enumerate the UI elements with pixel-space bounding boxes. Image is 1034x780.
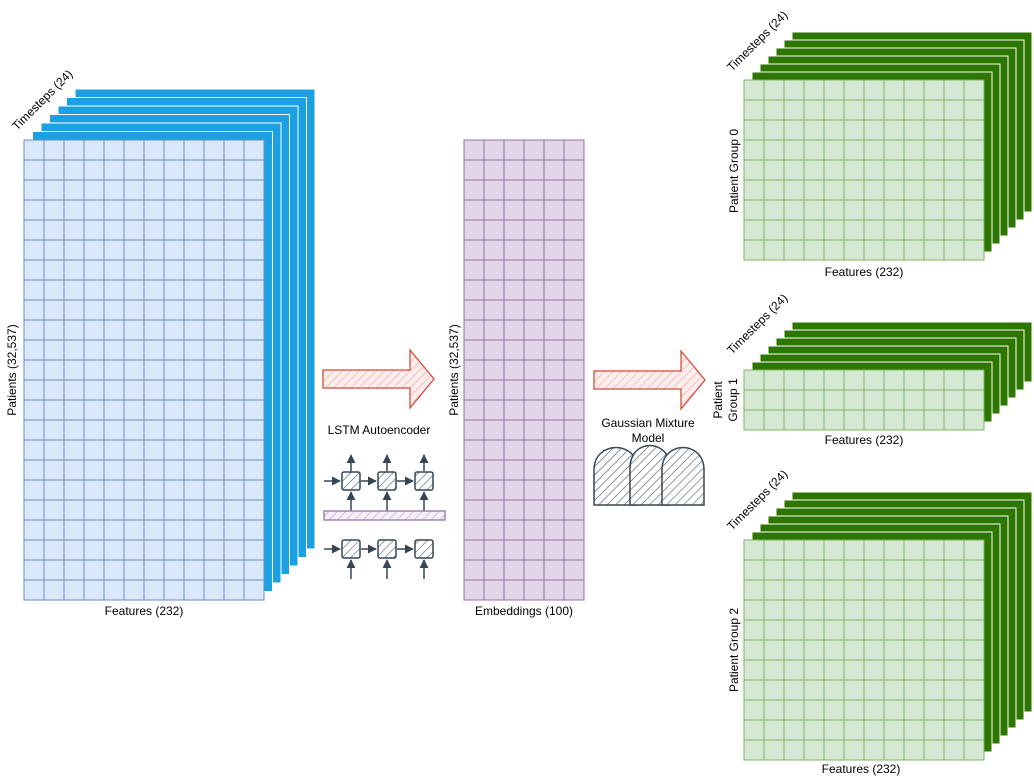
patient-group-0: Timesteps (24) Patient Group 0 Features … — [724, 8, 1033, 279]
lstm-cell — [377, 471, 397, 491]
lstm-cell — [414, 539, 434, 559]
cluster-arrow — [593, 349, 706, 411]
lstm-autoencoder-label: LSTM Autoencoder — [328, 423, 431, 437]
group-1-feature-grid — [743, 369, 985, 431]
gaussian-bells-icon — [593, 444, 705, 506]
group-1-name-line2: Group 1 — [726, 378, 740, 422]
input-feature-grid — [23, 139, 265, 601]
group-2-name-label: Patient Group 2 — [727, 608, 741, 692]
group-0-name-label: Patient Group 0 — [727, 129, 741, 213]
group-1-name-line1: Patient — [711, 381, 725, 419]
embeddings-grid — [463, 139, 585, 601]
group-2-features-label: Features (232) — [822, 762, 901, 776]
lstm-cell — [341, 471, 361, 491]
patient-group-2: Timesteps (24) Patient Group 2 Features … — [724, 467, 1033, 776]
patient-groups: Timesteps (24) Patient Group 0 Features … — [711, 8, 1033, 776]
patient-group-1: Timesteps (24) Patient Group 1 Features … — [711, 291, 1033, 447]
gmm-label-line2: Model — [632, 431, 665, 445]
gaussian-mixture-model: Gaussian Mixture Model — [593, 416, 705, 506]
group-1-features-label: Features (232) — [825, 433, 904, 447]
lstm-network-icon — [323, 454, 446, 579]
embeddings-dim-label: Embeddings (100) — [475, 604, 573, 618]
input-tensor: Timesteps (24) Patients (32,537) Feature… — [5, 67, 316, 618]
embeddings-matrix: Patients (32,537) Embeddings (100) — [447, 139, 585, 618]
lstm-autoencoder: LSTM Autoencoder — [323, 423, 446, 579]
lstm-cell — [414, 471, 434, 491]
lstm-cell — [341, 539, 361, 559]
group-0-feature-grid — [743, 79, 985, 261]
group-0-features-label: Features (232) — [825, 265, 904, 279]
input-features-label: Features (232) — [105, 604, 184, 618]
input-patients-label: Patients (32,537) — [5, 324, 19, 415]
gmm-label-line1: Gaussian Mixture — [601, 416, 695, 430]
lstm-cell — [377, 539, 397, 559]
lstm-latent-bar — [323, 510, 446, 521]
group-2-feature-grid — [743, 539, 985, 761]
encode-arrow — [322, 348, 435, 410]
embeddings-patients-label: Patients (32,537) — [447, 324, 461, 415]
